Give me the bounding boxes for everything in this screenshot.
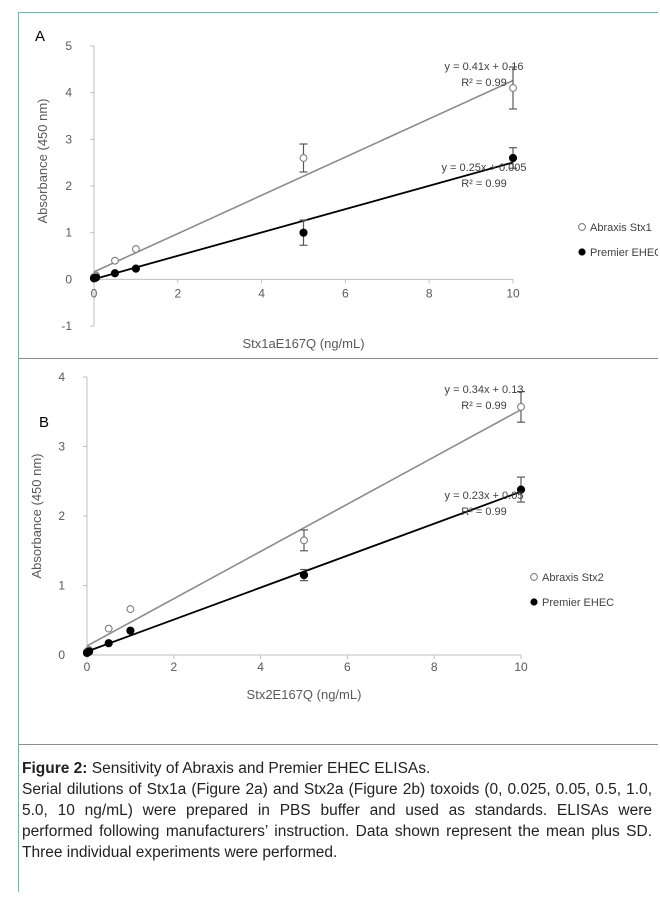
chart-a-series-1-point — [131, 245, 140, 253]
caption-title: Figure 2: — [22, 760, 88, 777]
chart-b-series-2-point — [126, 626, 135, 635]
chart-a-x-tick-label: 8 — [426, 286, 433, 300]
chart-b-y-tick-label: 2 — [58, 509, 65, 523]
chart-b-series-1-equation: y = 0.34x + 0.13 — [445, 384, 524, 396]
chart-a-y-tick-label: -1 — [61, 319, 72, 333]
chart-a-series-1-point — [509, 84, 517, 92]
chart-a-series-1-r-squared: R² = 0.99 — [461, 77, 507, 89]
chart-a-x-tick-label: 10 — [506, 286, 520, 300]
chart-b-series-1-point — [126, 605, 135, 614]
chart-b-series-1-point — [300, 536, 308, 545]
chart-b-x-axis-label: Stx2E167Q (ng/mL) — [247, 687, 362, 702]
chart-a-series-2-point — [131, 264, 141, 273]
chart-b-series-1-r-squared: R² = 0.99 — [461, 400, 507, 412]
chart-a-x-tick-label: 6 — [342, 286, 349, 300]
chart-a-y-tick-label: 4 — [65, 86, 72, 100]
chart-panel-a: A -1 0 1 2 3 4 5 0 2 4 6 8 10 Stx1aE167Q (ng/mL) Absorb… — [19, 13, 660, 359]
chart-b-series-2-point — [516, 485, 526, 494]
chart-a-y-tick-label: 2 — [65, 179, 72, 193]
chart-b-series-2-point — [85, 647, 94, 656]
chart-b-series-2-point — [104, 639, 113, 648]
chart-a-series-2-equation: y = 0.25x + 0.005 — [441, 162, 526, 174]
chart-b-x-tick-label: 8 — [431, 660, 438, 674]
chart-a-series-1-point — [299, 154, 308, 162]
chart-b-x-tick-label: 6 — [344, 660, 351, 674]
chart-a-series-2-r-squared: R² = 0.99 — [461, 178, 507, 190]
chart-a-series-2-point — [508, 153, 518, 163]
caption-title-rest: Sensitivity of Abraxis and Premier EHEC … — [87, 760, 431, 777]
chart-a-y-axis-label: Absorbance (450 nm) — [35, 98, 50, 223]
chart-a-x-tick-label: 0 — [91, 286, 98, 300]
chart-a-series-2-legend-marker — [578, 248, 586, 256]
chart-a-y-tick-label: 5 — [65, 39, 72, 53]
chart-b-x-tick-label: 2 — [170, 660, 177, 674]
figure-caption: Figure 2: Sensitivity of Abraxis and Pre… — [22, 758, 652, 863]
chart-a-x-axis-label: Stx1aE167Q (ng/mL) — [242, 336, 364, 351]
chart-b-svg: B 0 1 2 3 4 0 2 4 6 8 10 Stx2E167Q (ng/mL) Absorbance… — [29, 370, 614, 702]
chart-b-y-tick-label: 0 — [58, 648, 65, 662]
chart-a-series-1-equation: y = 0.41x + 0.16 — [445, 61, 524, 73]
chart-a-series-1-legend-marker — [578, 223, 586, 231]
chart-b-y-tick-label: 3 — [58, 440, 65, 454]
chart-a-series-2-point — [91, 273, 101, 282]
chart-b-y-tick-label: 4 — [58, 370, 65, 384]
chart-a-y-tick-label: 0 — [65, 272, 72, 286]
chart-b-series-2-r-squared: R² = 0.99 — [461, 506, 507, 518]
caption-body: Serial dilutions of Stx1a (Figure 2a) an… — [22, 781, 652, 861]
caption-heading: Figure 2: Sensitivity of Abraxis and Pre… — [22, 758, 652, 779]
chart-b-series-1-point — [517, 402, 525, 411]
chart-b-series-1-legend-marker — [530, 573, 538, 581]
chart-b-series-1-trendline — [86, 408, 522, 647]
chart-b-x-tick-label: 10 — [514, 660, 528, 674]
chart-b-series-2-equation: y = 0.23x + 0.05 — [445, 490, 524, 502]
chart-a-series-1-legend-label: Abraxis Stx1 — [590, 222, 652, 234]
chart-b-series-2-point — [299, 570, 309, 580]
figure-frame — [18, 12, 658, 892]
chart-b-x-tick-label: 4 — [257, 660, 264, 674]
chart-a-y-tick-label: 1 — [65, 226, 72, 240]
chart-b-y-axis-label: Absorbance (450 nm) — [29, 453, 44, 578]
chart-b-series-1-legend-label: Abraxis Stx2 — [542, 572, 604, 584]
chart-a-series-2-point — [110, 269, 120, 278]
chart-a-svg: A -1 0 1 2 3 4 5 0 2 4 6 8 10 Stx1aE167Q (ng/mL) Absorb… — [35, 28, 660, 351]
chart-a-series-2-point — [299, 228, 308, 237]
chart-a-series-1-trendline — [93, 79, 514, 273]
chart-b-series-1-point — [104, 624, 113, 633]
chart-a-series-2-legend-label: Premier EHEC — [590, 247, 658, 259]
chart-b-series-2-legend-label: Premier EHEC — [542, 597, 614, 609]
chart-a-x-tick-label: 4 — [258, 286, 265, 300]
chart-b-panel-letter: B — [39, 414, 49, 431]
chart-a-panel-letter: A — [35, 28, 45, 45]
chart-a-series-1-point — [110, 256, 119, 265]
chart-panel-b: B 0 1 2 3 4 0 2 4 6 8 10 Stx2E167Q (ng/mL) Absorbance… — [19, 359, 658, 745]
chart-b-y-tick-label: 1 — [58, 579, 65, 593]
chart-b-x-tick-label: 0 — [84, 660, 91, 674]
chart-b-series-2-legend-marker — [530, 598, 538, 606]
chart-a-y-tick-label: 3 — [65, 132, 72, 146]
chart-a-x-tick-label: 2 — [174, 286, 181, 300]
